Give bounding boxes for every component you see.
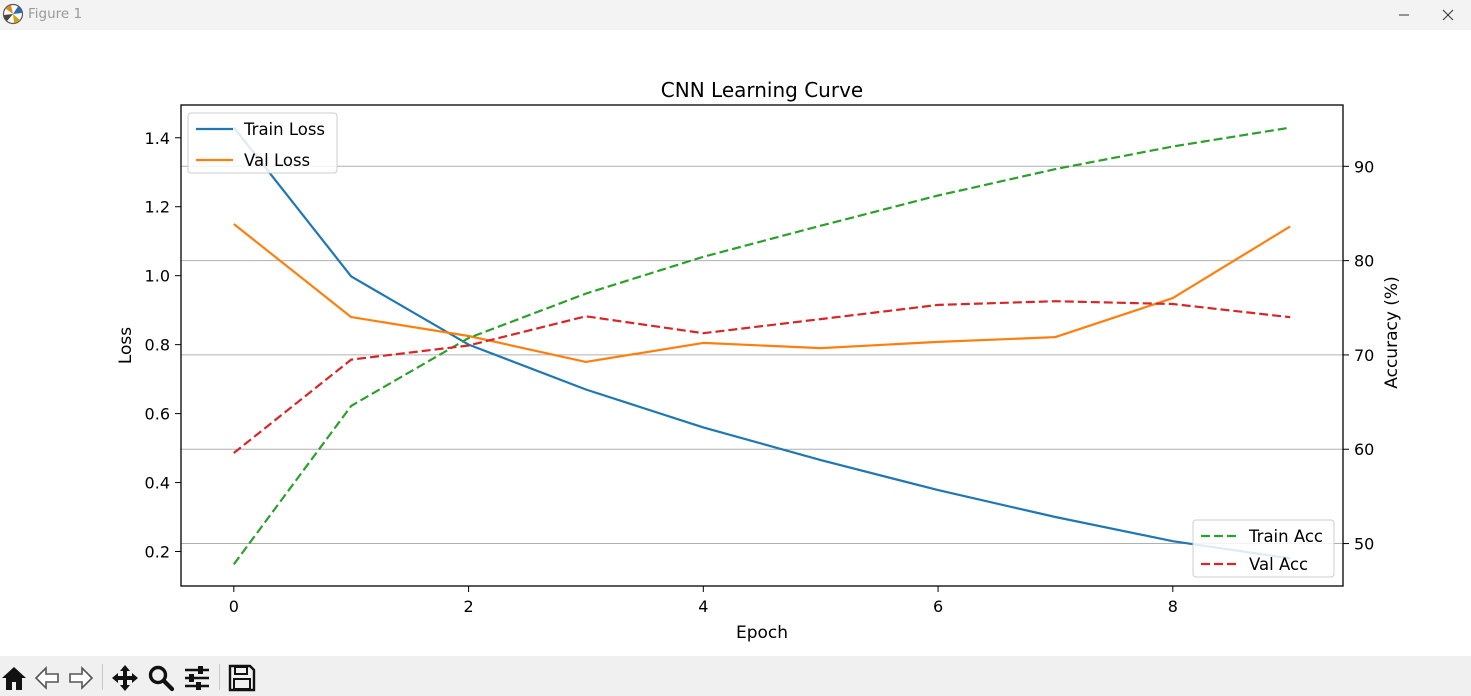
series-lines [232,126,1291,565]
configure-subplots-icon[interactable] [183,664,211,692]
axes-frame [180,104,1344,587]
legend-upper-left: Train Loss Val Loss [187,112,338,174]
pan-icon[interactable] [111,664,139,692]
window-titlebar: Figure 1 [0,0,1471,30]
minimize-button[interactable] [1381,0,1427,30]
legend-label: Val Loss [244,151,310,170]
zoom-icon[interactable] [147,664,175,692]
legend-box [1192,519,1335,578]
y-tick-label: 0.2 [145,543,170,562]
learning-curve-chart: 0 2 4 6 8 0.2 0.4 0.6 0.8 1.0 1.2 1.4 50 60 70 80 90 CNN… [116,78,1402,643]
y-tick-label: 1.4 [145,129,170,148]
close-icon [1442,9,1454,21]
y-tick-label: 1.0 [145,267,170,286]
axis-ticks: 0 2 4 6 8 0.2 0.4 0.6 0.8 1.0 1.2 1.4 50 60 70 80 90 [145,129,1375,616]
back-arrow-icon[interactable] [34,664,62,692]
y-tick-label: 0.4 [145,474,170,493]
toolbar-separator [102,664,103,690]
series-line-train-acc [232,126,1291,565]
navigation-toolbar [0,656,1471,696]
x-tick-label: 2 [463,597,473,616]
y2-tick-label: 60 [1354,440,1374,459]
toolbar-separator [219,664,220,690]
y2-tick-label: 50 [1354,535,1374,554]
y-axis-label: Loss [116,327,136,364]
figure-canvas[interactable]: 0 2 4 6 8 0.2 0.4 0.6 0.8 1.0 1.2 1.4 50 60 70 80 90 CNN… [0,30,1471,656]
x-tick-label: 4 [698,597,708,616]
y2-tick-label: 80 [1354,252,1374,271]
legend-label: Val Acc [1249,555,1308,574]
series-line-train-loss [232,126,1291,560]
x-tick-label: 0 [229,597,239,616]
x-axis-label: Epoch [736,623,788,643]
y-tick-label: 1.2 [145,198,170,217]
y2-tick-label: 90 [1354,157,1374,176]
legend-label: Train Loss [243,120,325,139]
legends: Train Loss Val Loss Train Acc Val Acc [187,112,1335,578]
maximize-button[interactable] [1381,0,1427,30]
x-tick-label: 8 [1168,597,1178,616]
y2-axis-label: Accuracy (%) [1382,276,1402,388]
close-button[interactable] [1425,0,1471,30]
y-tick-label: 0.8 [145,336,170,355]
series-line-val-loss [233,223,1291,363]
series-line-val-acc [233,300,1291,454]
save-icon[interactable] [228,664,256,692]
legend-lower-right: Train Acc Val Acc [1192,519,1335,578]
y2-tick-label: 70 [1354,346,1374,365]
y-tick-label: 0.6 [145,405,170,424]
minimize-icon [1399,14,1409,16]
x-tick-label: 6 [933,597,943,616]
matplotlib-logo-icon [2,3,24,25]
window-title: Figure 1 [28,6,83,22]
grid-lines [181,165,1343,545]
home-icon[interactable] [0,664,28,692]
chart-title: CNN Learning Curve [661,78,863,102]
legend-label: Train Acc [1248,527,1323,546]
forward-arrow-icon[interactable] [66,664,94,692]
